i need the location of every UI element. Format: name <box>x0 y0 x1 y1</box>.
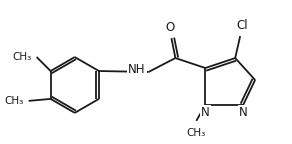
Text: Cl: Cl <box>236 19 248 32</box>
Text: CH₃: CH₃ <box>187 128 206 138</box>
Text: CH₃: CH₃ <box>4 96 24 106</box>
Text: NH: NH <box>128 62 145 75</box>
Text: CH₃: CH₃ <box>12 52 32 62</box>
Text: N: N <box>201 106 210 119</box>
Text: N: N <box>239 106 248 119</box>
Text: O: O <box>166 21 175 34</box>
